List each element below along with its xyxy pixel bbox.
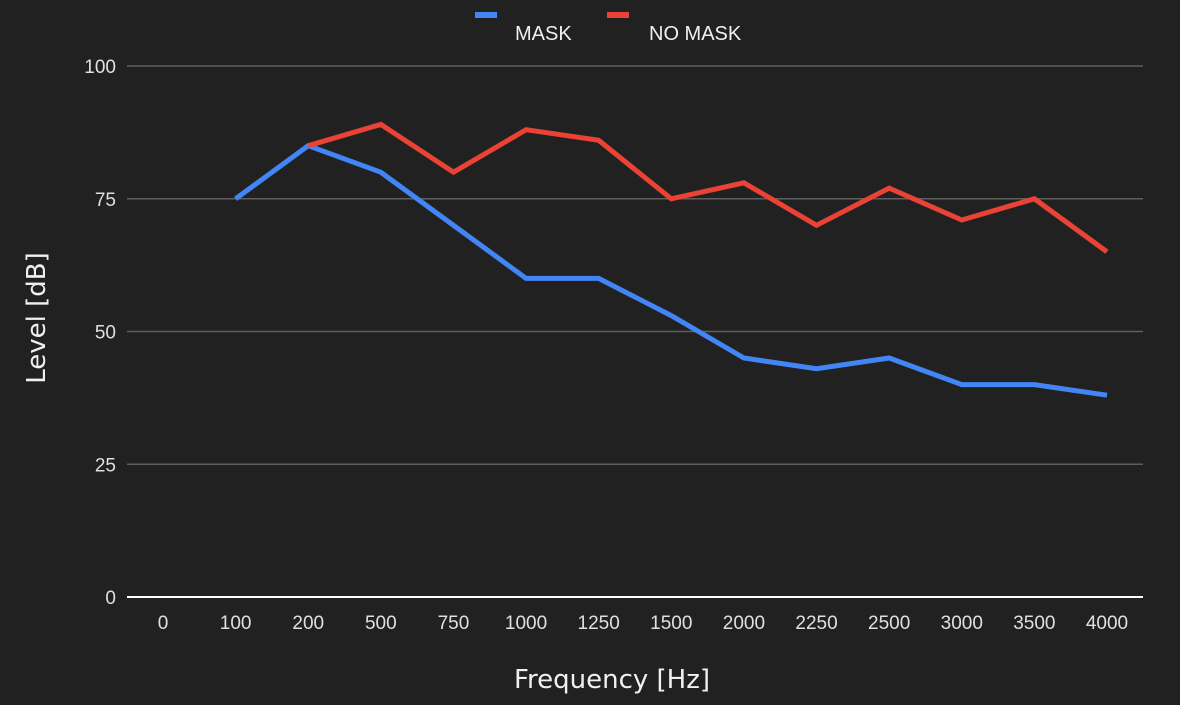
x-tick-label: 1250 bbox=[578, 613, 620, 634]
y-tick-label: 25 bbox=[95, 455, 116, 476]
series-line-mask bbox=[234, 142, 1108, 398]
x-tick-label: 4000 bbox=[1086, 613, 1128, 634]
y-axis-ticks: 0 25 50 75 100 bbox=[84, 57, 116, 609]
legend-label-no-mask: NO MASK bbox=[649, 23, 742, 45]
series-lines bbox=[234, 121, 1109, 398]
x-tick-label: 2250 bbox=[795, 613, 837, 634]
x-tick-label: 100 bbox=[220, 613, 252, 634]
y-axis-title: Level [dB] bbox=[22, 252, 52, 384]
x-tick-label: 0 bbox=[158, 613, 169, 634]
legend-label-mask: MASK bbox=[515, 23, 572, 45]
x-tick-label: 3500 bbox=[1013, 613, 1055, 634]
x-tick-label: 200 bbox=[292, 613, 324, 634]
x-tick-label: 3000 bbox=[941, 613, 983, 634]
y-tick-label: 50 bbox=[95, 323, 116, 344]
x-tick-label: 1000 bbox=[505, 613, 547, 634]
y-tick-label: 0 bbox=[105, 588, 116, 609]
x-tick-label: 750 bbox=[438, 613, 470, 634]
legend: MASK NO MASK bbox=[475, 12, 742, 45]
x-axis-ticks: 0 100 200 500 750 1000 1250 1500 2000 2250 2500 300… bbox=[158, 613, 1128, 634]
x-tick-label: 2000 bbox=[723, 613, 765, 634]
x-tick-label: 2500 bbox=[868, 613, 910, 634]
y-tick-label: 75 bbox=[95, 190, 116, 211]
gridlines bbox=[127, 65, 1143, 598]
x-tick-label: 1500 bbox=[650, 613, 692, 634]
y-tick-label: 100 bbox=[84, 57, 116, 78]
legend-swatch-mask bbox=[475, 12, 497, 18]
legend-swatch-no-mask bbox=[607, 12, 629, 18]
x-axis-title: Frequency [Hz] bbox=[514, 665, 710, 695]
x-tick-label: 500 bbox=[365, 613, 397, 634]
series-line-no-mask bbox=[307, 121, 1109, 254]
